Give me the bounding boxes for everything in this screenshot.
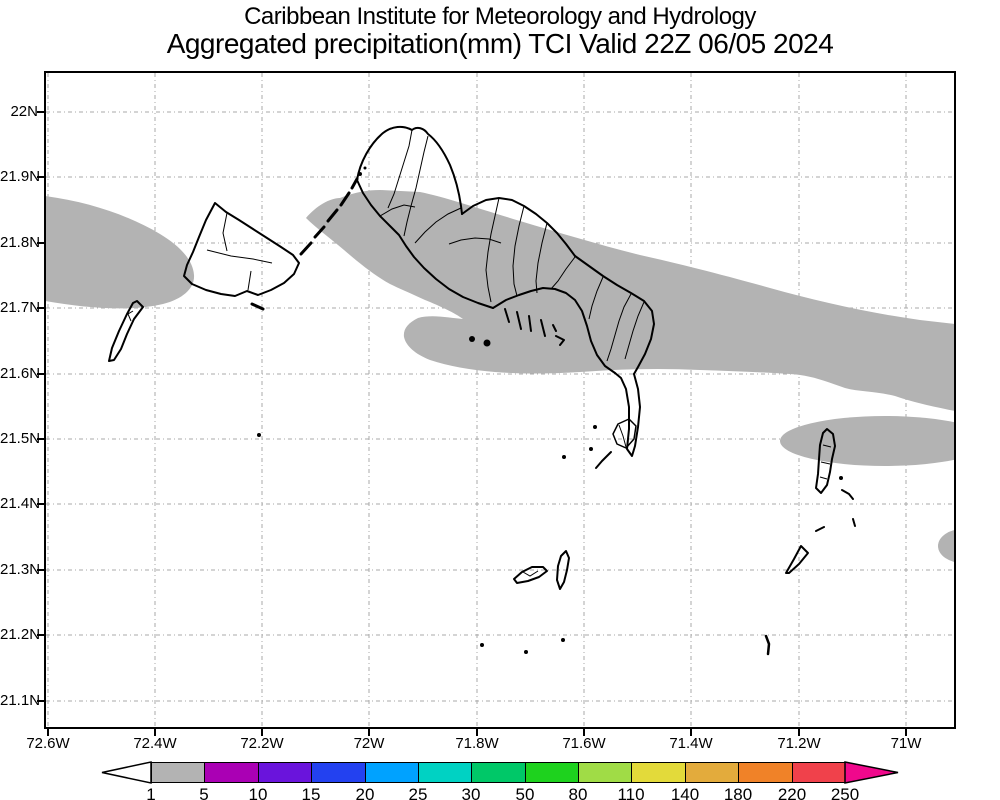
lat-label: 21.5N [0,430,41,447]
colorbar-value: 1 [146,785,156,800]
lat-label: 21.3N [0,561,41,578]
precip-shading [46,190,954,562]
island-big-sand-cay [764,634,771,656]
island-ambergris-cay [513,566,548,584]
lat-label: 21.4N [0,495,41,512]
island-north-caicos-north-coast [356,125,463,215]
lat-label: 21.9N [0,168,41,185]
lat-label: 21.1N [0,692,41,709]
map-frame [44,71,956,729]
lon-label: 71.2W [777,735,821,752]
institute-title: Caribbean Institute for Meteorology and … [244,3,756,30]
colorbar-value: 15 [301,785,321,800]
lat-label: 21.7N [0,299,41,316]
colorbar-value: 140 [670,785,700,800]
lat-label: 21.6N [0,365,41,382]
colorbar-value: 220 [777,785,807,800]
lon-label: 71W [890,735,922,752]
graticule-grid [46,73,954,727]
small-cay-dots [257,166,843,654]
colorbar-under-arrow [101,761,152,784]
island-grand-turk [815,428,836,494]
lat-label: 22N [10,103,38,120]
colorbar-value: 25 [408,785,428,800]
colorbar-value: 20 [355,785,375,800]
island-north-caicos-south-coast [356,179,494,309]
precip-band-central [306,190,954,411]
south-caicos-tail [614,372,641,457]
product-title: Aggregated precipitation(mm) TCI Valid 2… [166,28,834,59]
island-long-cay [612,418,637,449]
coastlines [108,125,856,656]
lon-label: 71.8W [455,735,499,752]
lon-label: 72.4W [133,735,177,752]
lat-label: 21.2N [0,626,41,643]
cay-chain [250,177,359,311]
colorbar-value: 50 [515,785,535,800]
colorbar-over-arrow [844,761,899,784]
precip-sliver-east [938,530,954,562]
colorbar-value: 110 [617,785,645,800]
precip-band-west [46,196,195,309]
lon-label: 72.6W [26,735,70,752]
island-providenciales [183,202,300,297]
lon-label: 71.4W [669,735,713,752]
colorbar-value: 5 [199,785,209,800]
cay-below-long-cay [595,451,612,469]
south-caicos-west-coast [492,287,616,374]
colorbar-value: 180 [723,785,753,800]
colorbar-arrows [101,761,899,784]
island-west-caicos [108,300,144,362]
colorbar-value: 250 [830,785,860,800]
precip-blob-east [780,416,954,466]
island-little-ambergris [556,550,570,590]
small-turk-cays [815,489,856,532]
axis-ticks [37,111,907,736]
internal-boundaries [127,129,832,577]
island-salt-cay [785,545,809,574]
island-east-south-caicos-coast [574,255,655,375]
lon-label: 72.2W [240,735,284,752]
colorbar-value: 80 [568,785,588,800]
colorbar-value: 30 [461,785,481,800]
lon-label: 71.6W [562,735,606,752]
colorbar-value: 10 [248,785,268,800]
lon-label: 72W [353,735,385,752]
south-fringe-spikes [504,308,565,346]
lat-label: 21.8N [0,234,41,251]
